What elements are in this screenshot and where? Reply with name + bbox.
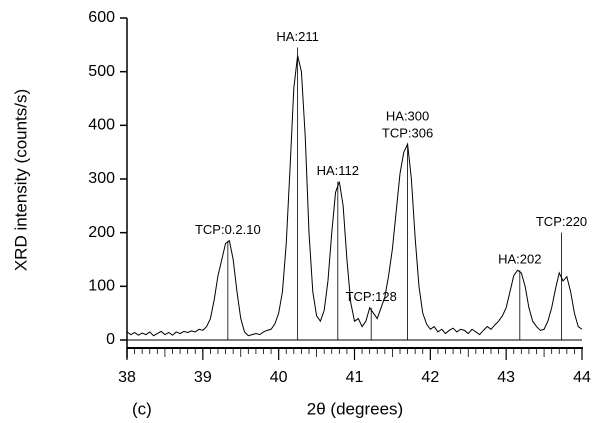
peak-label: HA:211 — [276, 29, 318, 44]
y-tick-label: 100 — [88, 278, 115, 295]
y-axis-label: XRD intensity (counts/s) — [11, 89, 30, 271]
peak-label: HA:112 — [317, 163, 359, 178]
y-tick-label: 0 — [106, 331, 115, 348]
x-tick-label: 38 — [118, 369, 136, 386]
x-axis-label: 2θ (degrees) — [307, 399, 403, 418]
y-tick-label: 600 — [88, 9, 115, 26]
x-tick-label: 41 — [346, 369, 364, 386]
y-tick-label: 200 — [88, 224, 115, 241]
peak-label: HA:202 — [498, 252, 541, 267]
x-tick-label: 43 — [497, 369, 515, 386]
x-tick-label: 40 — [270, 369, 288, 386]
x-tick-label: 44 — [573, 369, 591, 386]
panel-label: (c) — [132, 399, 152, 418]
x-tick-label: 39 — [194, 369, 212, 386]
xrd-line — [126, 55, 583, 337]
peak-label: TCP:0.2.10 — [195, 222, 261, 237]
x-tick-label: 42 — [421, 369, 439, 386]
peak-label: HA:300 — [386, 109, 429, 124]
y-tick-label: 400 — [88, 117, 115, 134]
peak-label: TCP:128 — [346, 289, 397, 304]
peak-label: TCP:306 — [382, 126, 433, 141]
y-tick-label: 500 — [88, 63, 115, 80]
y-tick-label: 300 — [88, 170, 115, 187]
peak-label: TCP:220 — [536, 214, 587, 229]
